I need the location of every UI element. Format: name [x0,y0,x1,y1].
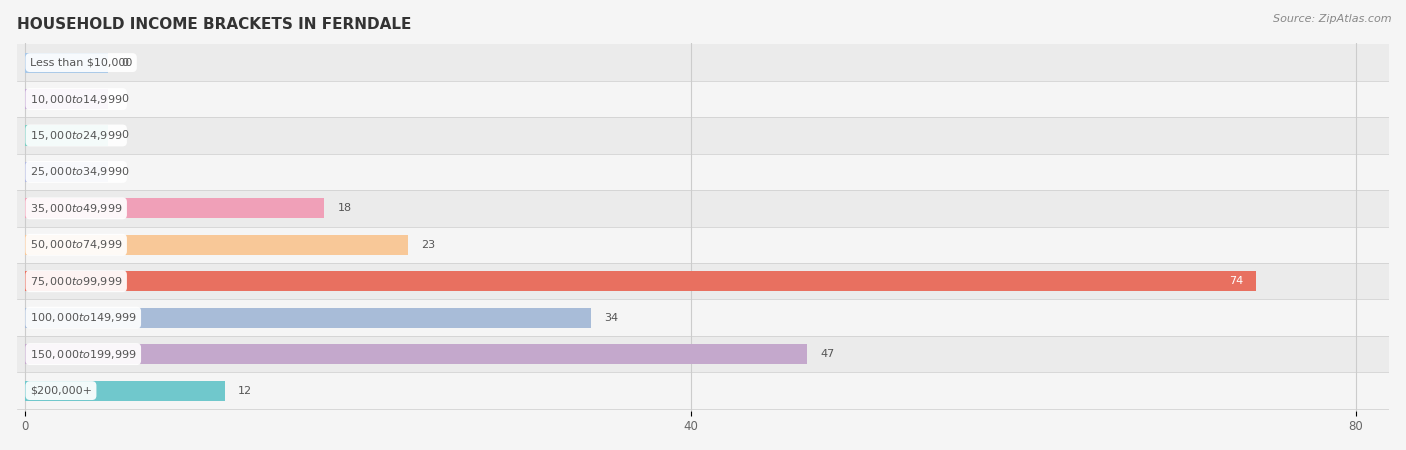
Bar [17,227,1389,263]
Bar [25,235,408,255]
Text: 34: 34 [605,313,619,323]
Text: $150,000 to $199,999: $150,000 to $199,999 [30,348,136,360]
Bar [17,190,1389,227]
Bar [25,89,108,109]
Bar [17,372,1389,409]
Text: 12: 12 [238,386,252,396]
Bar [17,154,1389,190]
Bar [25,308,591,328]
Text: $100,000 to $149,999: $100,000 to $149,999 [30,311,136,324]
Text: $10,000 to $14,999: $10,000 to $14,999 [30,93,122,106]
Bar [25,381,225,400]
Bar [25,271,1256,291]
Bar [25,53,108,72]
Text: $25,000 to $34,999: $25,000 to $34,999 [30,166,122,178]
Bar [17,336,1389,372]
Text: 0: 0 [121,167,128,177]
Text: 47: 47 [820,349,835,359]
Bar [25,198,325,218]
Text: 18: 18 [337,203,352,213]
Bar [17,263,1389,299]
Bar [17,117,1389,154]
Text: $15,000 to $24,999: $15,000 to $24,999 [30,129,122,142]
Text: $50,000 to $74,999: $50,000 to $74,999 [30,238,122,251]
Bar [17,45,1389,81]
Bar [25,344,807,364]
Text: $75,000 to $99,999: $75,000 to $99,999 [30,275,122,288]
Bar [25,162,108,182]
Text: 0: 0 [121,94,128,104]
Text: 23: 23 [420,240,434,250]
Bar [25,126,108,145]
Text: HOUSEHOLD INCOME BRACKETS IN FERNDALE: HOUSEHOLD INCOME BRACKETS IN FERNDALE [17,17,411,32]
Text: 0: 0 [121,58,128,68]
Bar [17,299,1389,336]
Text: Source: ZipAtlas.com: Source: ZipAtlas.com [1274,14,1392,23]
Bar [17,81,1389,117]
Text: Less than $10,000: Less than $10,000 [30,58,132,68]
Text: $200,000+: $200,000+ [30,386,91,396]
Text: 0: 0 [121,130,128,140]
Text: 74: 74 [1229,276,1243,286]
Text: $35,000 to $49,999: $35,000 to $49,999 [30,202,122,215]
